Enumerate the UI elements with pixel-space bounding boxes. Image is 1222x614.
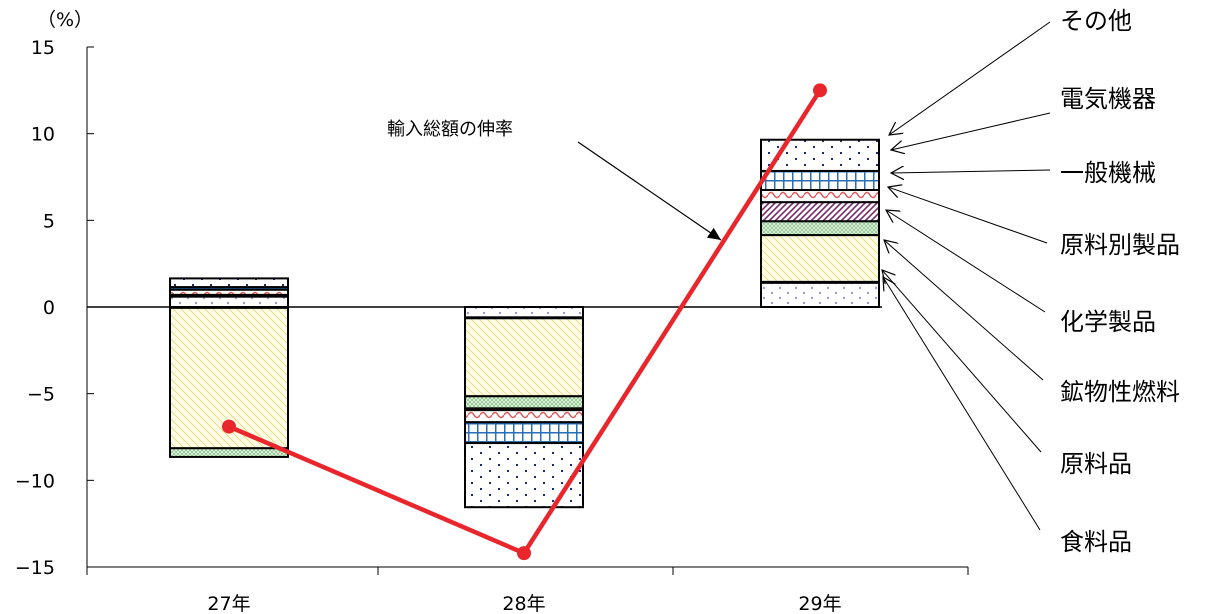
legend-entry: 電気機器: [1060, 85, 1156, 113]
legend-entry: 一般機械: [1060, 159, 1156, 187]
legend-entry: 原料品: [1060, 450, 1132, 478]
legend-entry: 鉱物性燃料: [1060, 378, 1180, 406]
legend-arrow: [883, 277, 1040, 530]
growth-line-point: [222, 420, 236, 434]
bar-segment: [465, 396, 583, 408]
bar-segment: [170, 297, 288, 307]
legend-arrow: [889, 22, 1050, 135]
y-tick-label: −5: [27, 384, 55, 406]
bar-segment: [761, 171, 879, 190]
legend-arrow: [882, 270, 1041, 452]
bar-segment: [465, 410, 583, 422]
legend-entry: 食料品: [1060, 528, 1132, 556]
legend-entry: その他: [1060, 7, 1132, 35]
x-category-label: 28年: [502, 593, 545, 614]
legend-arrow: [891, 170, 1050, 173]
bar-segment: [761, 235, 879, 282]
y-tick-label: −10: [15, 470, 55, 492]
legend-arrow: [891, 113, 1050, 150]
y-tick-label: −15: [15, 557, 55, 579]
y-tick-label: 5: [43, 210, 55, 232]
legend-arrow: [888, 187, 1047, 243]
y-axis-unit-label: （%）: [37, 9, 93, 31]
growth-line-arrow: [578, 142, 721, 240]
bar-segment: [465, 318, 583, 396]
legend-arrow: [884, 240, 1043, 380]
y-tick-label: 15: [31, 37, 55, 59]
bar-segment: [170, 448, 288, 457]
bar-segment: [465, 443, 583, 507]
x-category-label: 29年: [798, 593, 841, 614]
bar-segment: [761, 202, 879, 221]
bar-segment: [170, 278, 288, 287]
x-category-label: 27年: [207, 593, 250, 614]
bar-segment: [761, 283, 879, 307]
bar-segment: [465, 307, 583, 317]
bar-segment: [761, 221, 879, 235]
legend-entry: 原料別製品: [1060, 231, 1180, 259]
growth-line-point: [517, 546, 531, 560]
y-tick-label: 0: [43, 297, 55, 319]
legend-entry: 化学製品: [1060, 308, 1156, 336]
bars: [170, 140, 879, 507]
y-tick-label: 10: [31, 124, 55, 146]
growth-line-annotation: 輸入総額の伸率: [387, 119, 513, 140]
bar-segment: [761, 190, 879, 202]
growth-line-point: [813, 83, 827, 97]
legend-arrow: [886, 210, 1045, 312]
bar-segment: [465, 422, 583, 443]
